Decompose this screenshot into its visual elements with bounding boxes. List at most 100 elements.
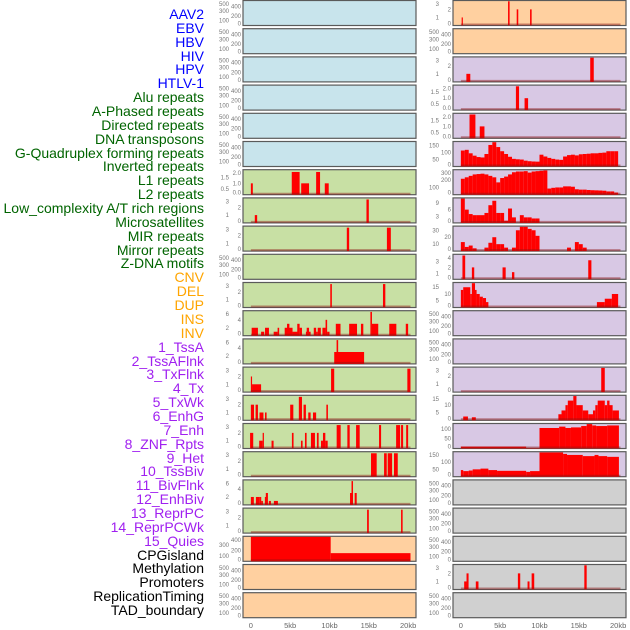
bar [472, 248, 477, 252]
y-tick-label: 300 [429, 545, 440, 551]
bar [588, 260, 592, 280]
y-tick-label: 0 [448, 22, 452, 28]
bar [265, 412, 267, 421]
bar [468, 470, 473, 477]
bar [561, 410, 566, 421]
bar [386, 227, 391, 252]
bar [527, 161, 532, 167]
bar [484, 154, 489, 167]
track-label-14-reprpcwk: 14_ReprPCWk [110, 518, 204, 535]
track-label-3-txflnk: 3_TxFlnk [146, 366, 204, 383]
bar [527, 172, 532, 195]
bar [597, 400, 605, 421]
bar [460, 198, 465, 223]
bar [265, 492, 268, 505]
y-tick-label: 3 [226, 199, 230, 205]
y-tick-label: 0 [238, 219, 242, 225]
bar [559, 187, 564, 195]
bar [604, 298, 612, 308]
y-tick-label: 300 [429, 347, 440, 353]
bar [539, 154, 544, 167]
y-tick-label: 9 [436, 201, 440, 207]
panel-directed-repeats: 0 1 2 3 [226, 225, 417, 253]
x-tick-label: 20kb [400, 621, 416, 630]
y-tick-label: 2 [448, 64, 452, 70]
bar [492, 237, 497, 252]
y-tick-label: 0 [238, 360, 242, 366]
y-tick-label: 300 [429, 601, 440, 607]
y-tick-label: 1 [436, 72, 440, 78]
bar [515, 159, 520, 167]
panel-background [452, 112, 627, 139]
bar [462, 255, 466, 280]
track-label-6-enhg: 6_EnhG [152, 407, 204, 424]
bar [366, 199, 369, 223]
panel-background [242, 28, 417, 55]
y-tick-label: 0 [448, 501, 452, 507]
bar [543, 156, 548, 167]
panel-low-complexity-a-t-rich-regions: 0 1 2 3 [226, 394, 417, 422]
bar [508, 208, 512, 223]
y-tick-label: 200 [231, 155, 242, 161]
y-tick-label: 100 [429, 498, 440, 504]
y-tick-label: 100 [429, 185, 440, 191]
bar [606, 191, 611, 195]
bar [291, 171, 300, 195]
y-tick-label: 3 [226, 510, 230, 516]
y-tick-label: 20 [444, 235, 451, 241]
bar [297, 323, 300, 336]
bar [586, 189, 591, 195]
bar [523, 160, 528, 167]
y-tick-label: 500 [429, 594, 440, 600]
bar [594, 153, 599, 167]
bar [261, 500, 263, 505]
panel-background [242, 112, 417, 139]
panel-ins: 0 1 2 3 [436, 0, 627, 28]
bar [592, 410, 596, 421]
bar [476, 174, 481, 195]
y-tick-label: 0 [238, 332, 242, 338]
bar [464, 581, 467, 590]
bar [531, 573, 535, 590]
bar [291, 432, 294, 449]
x-tick-label: 0 [249, 621, 253, 630]
y-tick-label: 2 [238, 290, 242, 296]
track-label-5-txwk: 5_TxWk [152, 394, 204, 411]
bar [551, 187, 556, 195]
bar [492, 177, 497, 195]
y-tick-label: 0 [238, 557, 242, 563]
bar [584, 565, 587, 590]
bar [475, 581, 479, 590]
track-label-cpgisland: CPGisland [137, 546, 204, 563]
y-tick-label: 0 [238, 50, 242, 56]
bar [582, 456, 595, 477]
y-tick-label: 2 [238, 459, 242, 465]
bar [596, 302, 605, 308]
bar [464, 177, 469, 195]
y-tick-label: 5 [436, 299, 440, 305]
bar [292, 331, 299, 336]
y-tick-label: 300 [219, 150, 230, 156]
bar [259, 440, 263, 449]
y-tick-label: 0 [238, 163, 242, 169]
track-label-dup: DUP [174, 297, 204, 314]
y-tick-label: 2 [448, 374, 452, 380]
bar [316, 432, 319, 449]
track-label-list: AAV2 EBV HBV HIV HPV HTLV-1 Alu repeats A-Phase… [0, 0, 205, 630]
y-tick-label: 500 [429, 510, 440, 516]
bar [594, 190, 599, 195]
y-tick-label: 100 [219, 131, 230, 137]
panel-9-het: 0 5 10 15 [432, 281, 627, 310]
y-tick-label: 0 [448, 332, 452, 338]
y-tick-label: 0 [238, 304, 242, 310]
bar [472, 174, 477, 195]
bar [517, 573, 521, 590]
panel-13-reprpc: 0 5 10 15 [432, 394, 627, 422]
y-tick-label: 0.0 [233, 191, 242, 197]
bar [330, 553, 411, 562]
y-tick-label: 500 [219, 566, 230, 572]
